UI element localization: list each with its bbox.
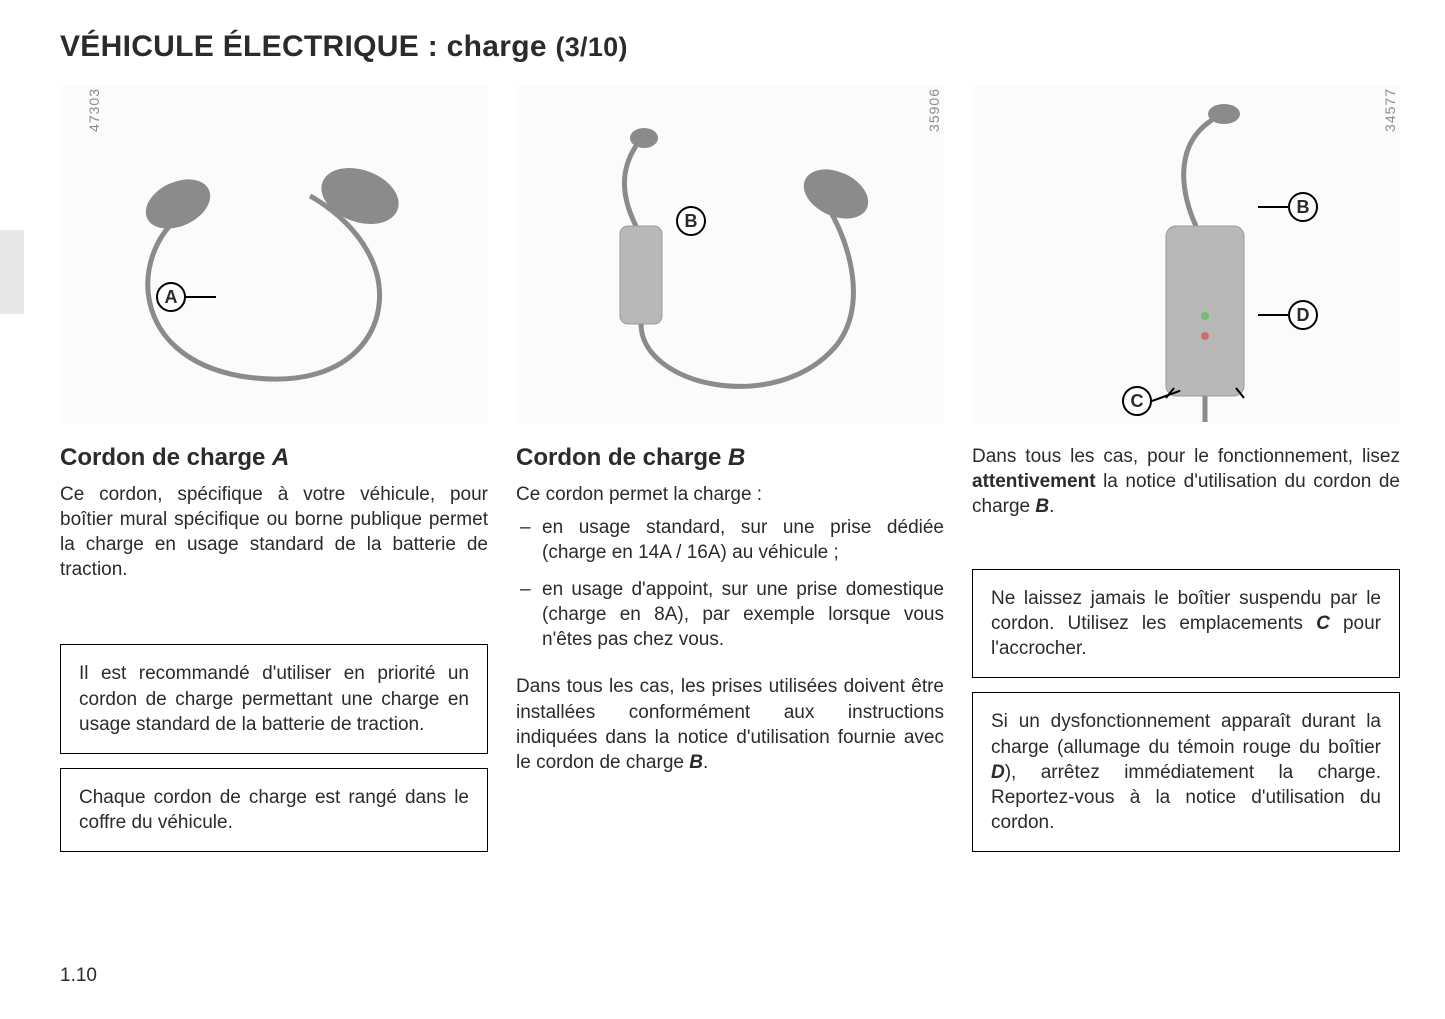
heading-letter: A	[272, 444, 289, 471]
warning-box-hang: Ne laissez jamais le boîtier suspendu pa…	[972, 569, 1400, 678]
text-letter: C	[1316, 613, 1330, 634]
cord-b-usage-list: en usage standard, sur une prise dédiée …	[516, 515, 944, 664]
cord-a-description: Ce cordon, spécifique à votre véhicule, …	[60, 482, 488, 582]
text-part: Dans tous les cas, pour le fonctionnemen…	[972, 446, 1400, 467]
text-part: ), arrêtez immédiatement la charge. Repo…	[991, 762, 1381, 833]
text-part: Dans tous les cas, les prises utilisées …	[516, 676, 944, 772]
text-part: Si un dysfonctionnement apparaît durant …	[991, 711, 1381, 757]
callout-a-label: A	[156, 282, 186, 312]
callout-a: A	[156, 282, 216, 312]
callout-d-label: D	[1288, 300, 1318, 330]
manual-page: VÉHICULE ÉLECTRIQUE : charge (3/10) 4730…	[0, 0, 1445, 1019]
columns: 47303 A Cordon de charge A Ce cordon, sp…	[60, 86, 1397, 852]
column-2: 35906 B Cordon de charge B Ce cordon per…	[516, 86, 944, 852]
column-3: 34577 B D	[972, 86, 1400, 852]
cord-b-instructions: Dans tous les cas, les prises utilisées …	[516, 674, 944, 774]
image-id: 34577	[1382, 88, 1398, 132]
figure-cord-b-unit: 34577 B D	[972, 86, 1400, 424]
text-part: .	[1049, 496, 1054, 517]
callout-c-label: C	[1122, 386, 1152, 416]
column-1: 47303 A Cordon de charge A Ce cordon, sp…	[60, 86, 488, 852]
cord-b-intro: Ce cordon permet la charge :	[516, 482, 944, 507]
text-part: .	[703, 752, 708, 773]
heading-cord-b: Cordon de charge B	[516, 444, 944, 472]
text-letter: B	[1035, 496, 1049, 517]
text-letter: D	[991, 762, 1005, 783]
heading-cord-a: Cordon de charge A	[60, 444, 488, 472]
info-box-storage: Chaque cordon de charge est rangé dans l…	[60, 768, 488, 852]
callout-b-label: B	[676, 206, 706, 236]
side-tab	[0, 230, 24, 314]
title-main: VÉHICULE ÉLECTRIQUE : charge	[60, 30, 555, 63]
unit-illustration	[972, 86, 1400, 424]
callout-lead	[1258, 314, 1288, 316]
page-title: VÉHICULE ÉLECTRIQUE : charge (3/10)	[60, 30, 1397, 64]
heading-text: Cordon de charge	[516, 444, 728, 471]
callout-b: B	[1258, 192, 1318, 222]
read-notice-text: Dans tous les cas, pour le fonctionnemen…	[972, 444, 1400, 519]
heading-letter: B	[728, 444, 745, 471]
callout-lead	[1258, 206, 1288, 208]
callout-d: D	[1258, 300, 1318, 330]
figure-cord-a: 47303 A	[60, 86, 488, 424]
title-sub: (3/10)	[555, 32, 627, 62]
image-id: 35906	[926, 88, 942, 132]
image-id: 47303	[86, 88, 102, 132]
warning-box-malfunction: Si un dysfonctionnement apparaît durant …	[972, 692, 1400, 851]
text-letter: B	[689, 752, 703, 773]
callout-b-label: B	[1288, 192, 1318, 222]
callout-lead	[186, 296, 216, 298]
cord-a-illustration	[60, 86, 488, 424]
callout-b: B	[676, 206, 706, 236]
cord-b-illustration	[516, 86, 944, 424]
text-bold: attentivement	[972, 471, 1096, 492]
figure-cord-b: 35906 B	[516, 86, 944, 424]
heading-text: Cordon de charge	[60, 444, 272, 471]
page-number: 1.10	[60, 965, 97, 987]
callout-lead	[1152, 390, 1181, 402]
list-item: en usage standard, sur une prise dédiée …	[516, 515, 944, 565]
info-box-priority: Il est recommandé d'utiliser en priorité…	[60, 644, 488, 753]
list-item: en usage d'appoint, sur une prise domest…	[516, 577, 944, 652]
callout-c: C	[1122, 386, 1182, 416]
